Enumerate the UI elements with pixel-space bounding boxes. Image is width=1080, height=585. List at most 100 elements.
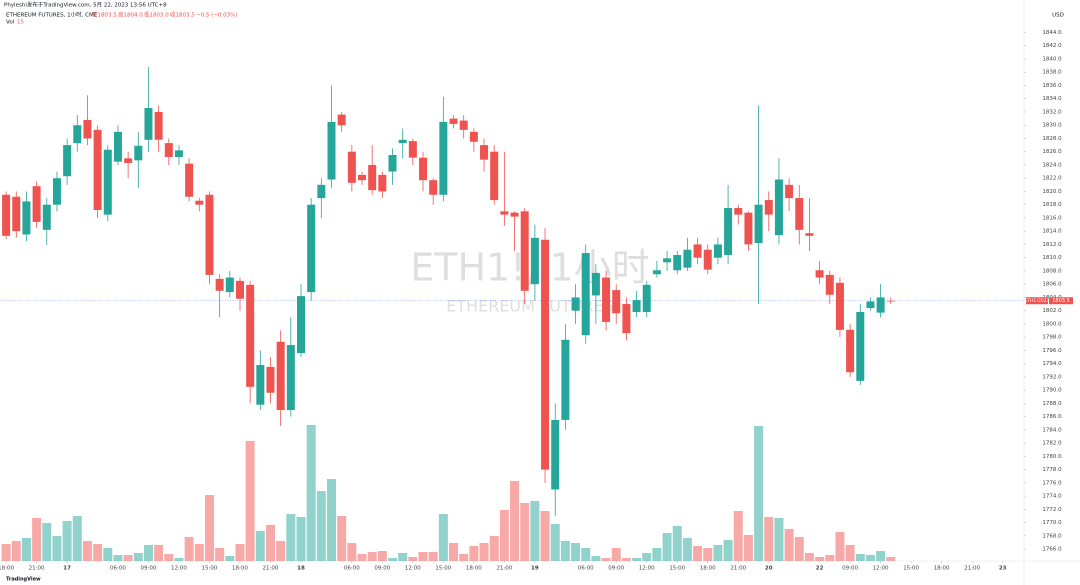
y-tick-label: 1788.0 [1042,401,1062,407]
volume-bar [11,541,21,561]
volume-bar [672,526,682,561]
x-tick-label: 18:00 [232,566,248,572]
volume-bar [62,521,72,561]
y-tick-label: 1766.0 [1042,547,1062,553]
y-tick-label: 1838.0 [1042,70,1062,76]
volume-bar [540,511,550,561]
x-tick-label: 12:00 [171,566,187,572]
volume-bar [174,558,184,561]
volume-bar [133,553,143,561]
candle-body [652,270,661,275]
x-tick-label: 21:00 [496,566,512,572]
volume-bar [713,545,723,561]
symbol-tag-box [1026,297,1048,305]
x-tick-label: 18 [297,566,305,572]
candle-body [551,419,560,490]
volume-bar [865,555,875,561]
x-tick-label: 15:00 [202,566,218,572]
volume-bar [357,554,367,561]
volume-bar [489,536,499,561]
candle-body [286,345,295,411]
volume-bar [642,553,652,561]
volume-bar [42,523,52,561]
candle-body [174,150,183,158]
candle-body [500,211,509,215]
candle-body [693,244,702,258]
candle-body [561,339,570,420]
volume-bar [591,556,601,561]
candle-body [2,194,11,236]
y-tick-label: 1772.0 [1042,507,1062,513]
candle-body [734,208,743,215]
candle-body [368,164,377,191]
candle-body [571,297,580,311]
candle-body [63,145,72,177]
volume-bar [754,426,764,561]
x-tick-label: 06:00 [578,566,594,572]
y-tick-label: 1792.0 [1042,374,1062,380]
y-tick-label: 1796.0 [1042,348,1062,354]
candle-body [307,204,316,293]
candle-body [134,145,143,161]
volume-bar [459,554,469,561]
candle-body [52,178,61,205]
volume-bar [184,537,194,561]
y-tick-label: 1790.0 [1042,388,1062,394]
candle-body [408,141,417,158]
y-tick-label: 1832.0 [1042,109,1062,115]
volume-bar [693,546,703,561]
volume-bar [611,548,621,561]
volume-bar [520,503,530,561]
candle-body [154,111,163,140]
x-tick-label: 09:00 [374,566,390,572]
volume-bar [438,514,448,561]
last-price-label: 1803.5 [1052,298,1070,304]
watermark: ETH1!, 1小时 ETHEREUM FUTURES [410,246,650,316]
currency: USD [1052,13,1064,19]
volume-bar [286,514,296,561]
volume-bar [662,533,672,561]
candle-body [825,274,834,295]
volume-bar [398,553,408,561]
candle-body [317,184,326,199]
candle-body [449,118,458,124]
y-tick-label: 1782.0 [1042,441,1062,447]
y-tick-label: 1770.0 [1042,520,1062,526]
y-tick-label: 1814.0 [1042,229,1062,235]
volume-bar [204,495,214,561]
y-tick-label: 1830.0 [1042,123,1062,129]
candle-body [378,174,387,192]
x-tick-label: 09:00 [141,566,157,572]
volume-bar [337,516,347,561]
volume-bar [886,557,896,561]
volume-bar [123,555,133,561]
candle-body [805,233,814,236]
y-tick-label: 1826.0 [1042,149,1062,155]
volume-bar [571,543,581,561]
candle-body [744,212,753,245]
y-tick-label: 1844.0 [1042,30,1062,36]
brand: TradingView [6,577,41,583]
candle-body [144,108,153,140]
volume-bar [225,556,235,561]
candle-body [185,163,194,197]
plot [0,66,1024,561]
volume-bar [52,536,62,561]
volume-bar [825,555,835,561]
volume-bar [652,548,662,561]
candle-body [93,129,102,210]
volume-bar [388,558,398,561]
volume-bar [743,535,753,561]
candle-body [683,249,692,268]
y-tick-label: 1836.0 [1042,83,1062,89]
candle-body [886,300,895,302]
volume-bar [164,554,174,561]
x-tick-label: 20 [765,566,773,572]
volume-bar [408,557,418,561]
volume-bar [418,552,428,561]
volume-bar [581,548,591,561]
volume-bar [855,554,865,561]
x-tick-label: 06:00 [344,566,360,572]
volume-bar [1,544,11,561]
candle-body [73,125,82,144]
